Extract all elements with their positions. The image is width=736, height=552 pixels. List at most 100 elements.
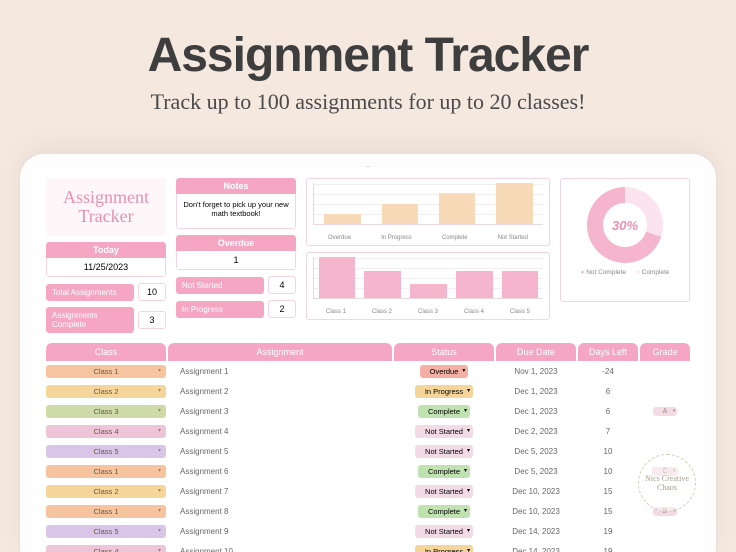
col-status: Status — [394, 343, 494, 361]
days-cell: 15 — [578, 485, 638, 498]
page-subtitle: Track up to 100 assignments for up to 20… — [20, 89, 716, 115]
status-dropdown[interactable]: Not Started — [415, 485, 473, 498]
table-row: Class 5Assignment 9 Not Started Dec 14, 20… — [46, 521, 690, 541]
assignment-cell[interactable]: Assignment 2 — [168, 385, 392, 398]
grade-cell — [640, 389, 690, 393]
stat-notstarted: Not Started 4 — [176, 276, 296, 294]
status-cell: In Progress — [394, 383, 494, 400]
status-cell: Not Started — [394, 523, 494, 540]
status-dropdown[interactable]: Complete — [418, 405, 470, 418]
grade-cell — [640, 449, 690, 453]
status-cell: Not Started — [394, 443, 494, 460]
days-cell: 15 — [578, 505, 638, 518]
days-cell: 10 — [578, 465, 638, 478]
due-cell: Dec 1, 2023 — [496, 405, 576, 418]
grade-cell: A — [640, 404, 690, 418]
assignment-cell[interactable]: Assignment 3 — [168, 405, 392, 418]
status-dropdown[interactable]: In Progress — [415, 545, 473, 552]
class-dropdown[interactable]: Class 2 — [46, 385, 166, 398]
app-logo: Assignment Tracker — [46, 178, 166, 236]
days-cell: 19 — [578, 545, 638, 552]
table-row: Class 2Assignment 2 In Progress Dec 1, 202… — [46, 381, 690, 401]
class-dropdown[interactable]: Class 4 — [46, 545, 166, 552]
col-grade: Grade — [640, 343, 690, 361]
class-bar-chart: Class 1Class 2Class 3Class 4Class 5 — [306, 252, 550, 320]
status-cell: Complete — [394, 403, 494, 420]
assignment-cell[interactable]: Assignment 5 — [168, 445, 392, 458]
table-row: Class 2Assignment 7 Not Started Dec 10, 20… — [46, 481, 690, 501]
table-row: Class 1Assignment 6CompleteDec 5, 202310… — [46, 461, 690, 481]
assignment-cell[interactable]: Assignment 1 — [168, 365, 392, 378]
today-card: Today 11/25/2023 — [46, 242, 166, 277]
days-cell: 6 — [578, 405, 638, 418]
class-dropdown[interactable]: Class 5 — [46, 445, 166, 458]
status-cell: In Progress — [394, 543, 494, 552]
class-dropdown[interactable]: Class 4 — [46, 425, 166, 438]
assignment-cell[interactable]: Assignment 4 — [168, 425, 392, 438]
stat-inprogress: In Progress 2 — [176, 300, 296, 318]
status-cell: Not Started — [394, 423, 494, 440]
status-cell: Complete — [394, 463, 494, 480]
status-dropdown[interactable]: Complete — [418, 465, 470, 478]
status-bar-chart: OverdueIn ProgressCompleteNot Started — [306, 178, 550, 246]
table-row: Class 4Assignment 4 Not Started Dec 2, 202… — [46, 421, 690, 441]
grade-cell — [640, 529, 690, 533]
grade-dropdown[interactable]: C — [652, 467, 677, 476]
grade-cell: C — [640, 464, 690, 478]
status-cell: Not Started — [394, 483, 494, 500]
due-cell: Dec 1, 2023 — [496, 385, 576, 398]
class-dropdown[interactable]: Class 1 — [46, 465, 166, 478]
days-cell: 7 — [578, 425, 638, 438]
col-assignment: Assignment — [168, 343, 392, 361]
col-due: Due Date — [496, 343, 576, 361]
due-cell: Dec 14, 2023 — [496, 545, 576, 552]
stat-complete: Assignments Complete 3 — [46, 307, 166, 333]
table-row: Class 1Assignment 8 Complete Dec 10, 20231… — [46, 501, 690, 521]
status-dropdown[interactable]: In Progress — [415, 385, 473, 398]
status-dropdown[interactable]: Complete — [418, 505, 470, 518]
grade-cell — [640, 369, 690, 373]
grade-cell — [640, 429, 690, 433]
notes-card: Notes Don't forget to pick up your new m… — [176, 178, 296, 229]
status-dropdown[interactable]: Not Started — [415, 445, 473, 458]
due-cell: Dec 5, 2023 — [496, 445, 576, 458]
grade-dropdown[interactable]: A — [653, 407, 678, 416]
page-title: Assignment Tracker — [20, 28, 716, 83]
camera-icon — [365, 161, 371, 167]
grade-cell: B — [640, 504, 690, 518]
due-cell: Dec 10, 2023 — [496, 505, 576, 518]
days-cell: 10 — [578, 445, 638, 458]
status-cell: Complete — [394, 503, 494, 520]
due-cell: Dec 14, 2023 — [496, 525, 576, 538]
class-dropdown[interactable]: Class 5 — [46, 525, 166, 538]
due-cell: Nov 1, 2023 — [496, 365, 576, 378]
class-dropdown[interactable]: Class 2 — [46, 485, 166, 498]
stat-total: Total Assignments 10 — [46, 283, 166, 301]
due-cell: Dec 2, 2023 — [496, 425, 576, 438]
days-cell: -24 — [578, 365, 638, 378]
col-class: Class — [46, 343, 166, 361]
days-cell: 19 — [578, 525, 638, 538]
class-dropdown[interactable]: Class 3 — [46, 405, 166, 418]
assignment-cell[interactable]: Assignment 9 — [168, 525, 392, 538]
table-row: Class 1Assignment 1 Overdue Nov 1, 2023-24 — [46, 361, 690, 381]
status-dropdown[interactable]: Not Started — [415, 425, 473, 438]
status-dropdown[interactable]: Overdue — [420, 365, 469, 378]
assignment-cell[interactable]: Assignment 6 — [168, 465, 392, 478]
table-row: Class 3Assignment 3 Complete Dec 1, 20236 A — [46, 401, 690, 421]
assignments-table: Class Assignment Status Due Date Days Le… — [46, 343, 690, 552]
assignment-cell[interactable]: Assignment 8 — [168, 505, 392, 518]
due-cell: Dec 10, 2023 — [496, 485, 576, 498]
grade-dropdown[interactable]: B — [653, 507, 678, 516]
table-row: Class 4Assignment 10 In Progress Dec 14, 2… — [46, 541, 690, 552]
status-cell: Overdue — [394, 363, 494, 380]
assignment-cell[interactable]: Assignment 7 — [168, 485, 392, 498]
days-cell: 6 — [578, 385, 638, 398]
class-dropdown[interactable]: Class 1 — [46, 505, 166, 518]
overdue-card: Overdue 1 — [176, 235, 296, 270]
table-row: Class 5Assignment 5 Not Started Dec 5, 202… — [46, 441, 690, 461]
assignment-cell[interactable]: Assignment 10 — [168, 545, 392, 552]
class-dropdown[interactable]: Class 1 — [46, 365, 166, 378]
tablet-frame: Assignment Tracker Today 11/25/2023 Tota… — [20, 154, 716, 552]
status-dropdown[interactable]: Not Started — [415, 525, 473, 538]
